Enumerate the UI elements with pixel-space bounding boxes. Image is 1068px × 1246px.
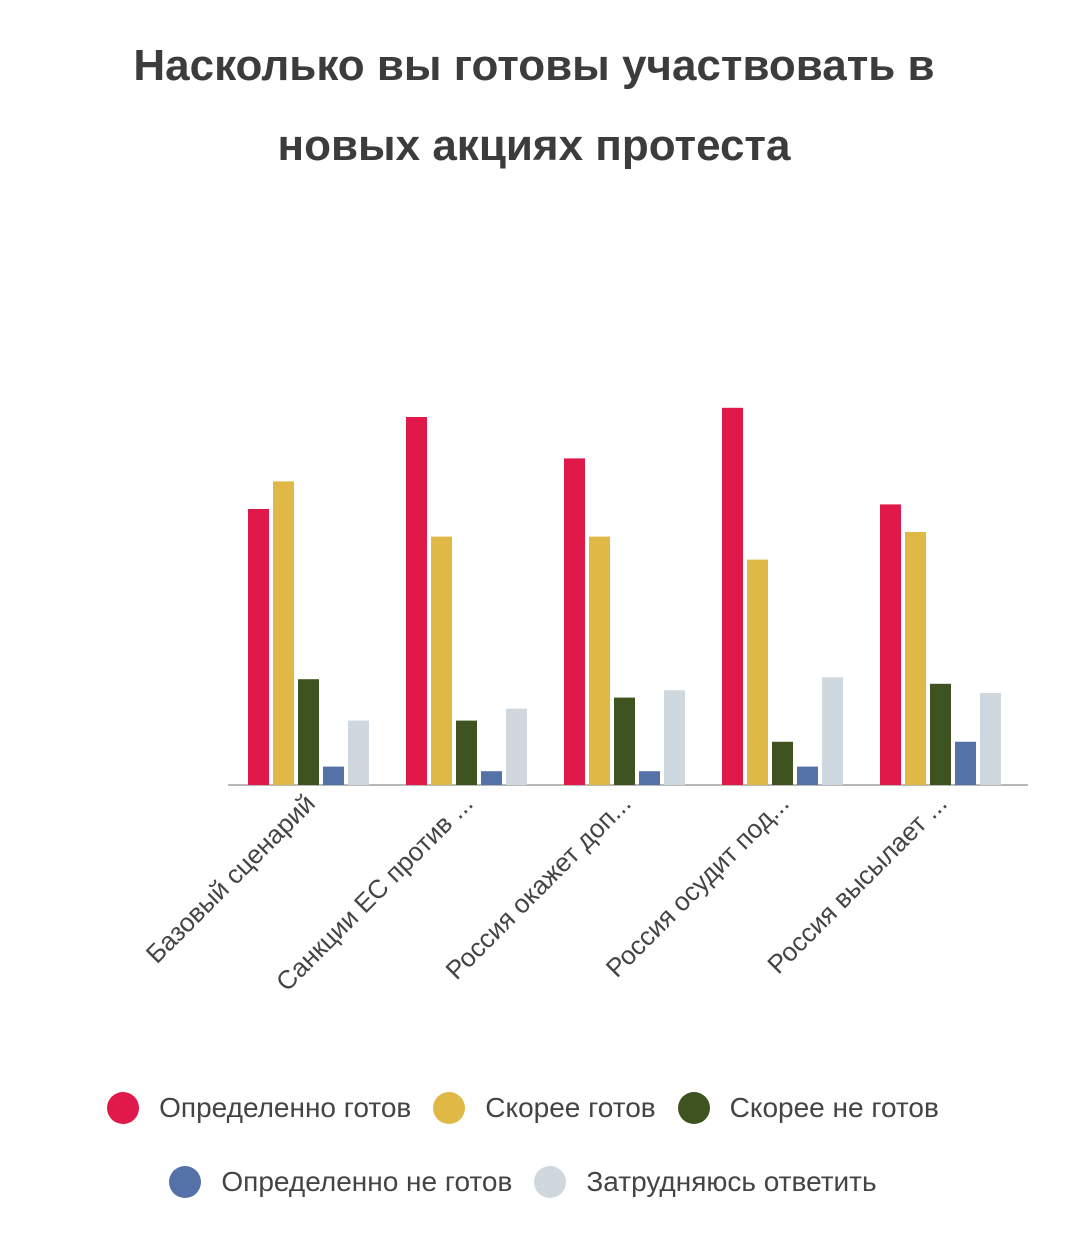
bar (905, 532, 926, 785)
bar (589, 536, 610, 785)
bar (980, 693, 1001, 785)
bar (639, 771, 660, 785)
bar (880, 504, 901, 785)
legend-row-1: Определенно готов Скорее готов Скорее не г… (0, 1092, 1068, 1124)
bar (248, 509, 269, 785)
chart-title-line-2: новых акциях протеста (277, 121, 791, 170)
bar (772, 741, 793, 785)
x-tick-label: Россия высылает ... (761, 788, 952, 979)
bar (722, 407, 743, 785)
bar (564, 458, 585, 785)
bar (431, 536, 452, 785)
legend-swatch (433, 1092, 466, 1124)
bar (456, 720, 477, 785)
chart-title-line-1: Насколько вы готовы участвовать в (133, 41, 935, 90)
bar (822, 677, 843, 785)
legend-swatch (534, 1166, 567, 1198)
bar (664, 690, 685, 785)
legend-label: Скорее не готов (729, 1092, 939, 1123)
bar (273, 481, 294, 785)
legend-item[interactable]: Определенно готов (107, 1092, 411, 1124)
bar (614, 697, 635, 785)
legend-item[interactable]: Определенно не готов (169, 1166, 512, 1198)
legend-label: Определенно готов (159, 1092, 412, 1123)
bar (797, 766, 818, 785)
legend-swatch (107, 1092, 140, 1124)
legend-swatch (677, 1092, 710, 1124)
legend-label: Затрудняюсь ответить (586, 1166, 877, 1197)
legend-row-2: Определенно не готов Затрудняюсь ответить (0, 1166, 1068, 1198)
bar (955, 741, 976, 785)
x-tick-label: Базовый сценарий (140, 788, 321, 969)
bar (406, 417, 427, 785)
legend-swatch (169, 1166, 202, 1198)
bar (930, 683, 951, 785)
legend-label: Скорее готов (485, 1092, 656, 1123)
bar (481, 771, 502, 785)
legend-item[interactable]: Скорее готов (433, 1092, 656, 1124)
bar (323, 766, 344, 785)
bar (506, 708, 527, 785)
legend-item[interactable]: Скорее не готов (677, 1092, 939, 1124)
bar (298, 679, 319, 785)
bar (747, 559, 768, 785)
bar (348, 720, 369, 785)
legend-item[interactable]: Затрудняюсь ответить (534, 1166, 877, 1198)
legend-label: Определенно не готов (221, 1166, 513, 1197)
chart-title: Насколько вы готовы участвовать в новых … (0, 26, 1068, 186)
